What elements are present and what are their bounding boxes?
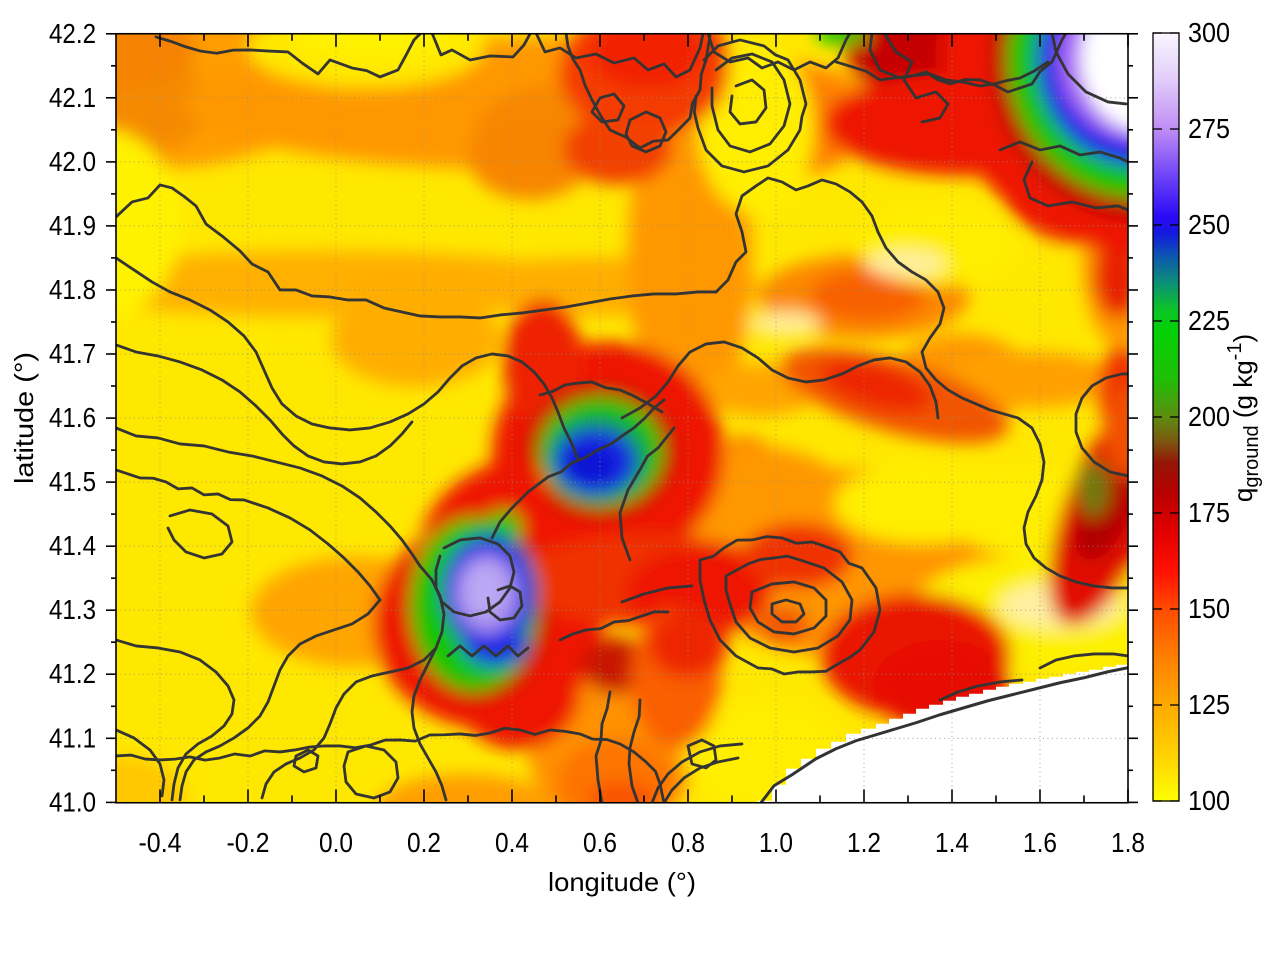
svg-text:-0.2: -0.2 [227, 827, 270, 858]
svg-text:1.0: 1.0 [759, 827, 793, 858]
svg-text:41.3: 41.3 [49, 594, 96, 625]
svg-text:1.6: 1.6 [1023, 827, 1057, 858]
svg-text:0.8: 0.8 [671, 827, 705, 858]
svg-text:275: 275 [1188, 113, 1230, 144]
svg-text:200: 200 [1188, 401, 1230, 432]
svg-text:175: 175 [1188, 497, 1230, 528]
svg-text:1.4: 1.4 [935, 827, 969, 858]
svg-text:41.1: 41.1 [49, 722, 96, 753]
svg-text:300: 300 [1188, 17, 1230, 48]
svg-text:0.0: 0.0 [319, 827, 353, 858]
svg-text:latitude (°): latitude (°) [9, 352, 39, 484]
svg-text:41.7: 41.7 [49, 338, 96, 369]
svg-text:225: 225 [1188, 305, 1230, 336]
svg-text:42.1: 42.1 [49, 82, 96, 113]
svg-text:250: 250 [1188, 209, 1230, 240]
svg-text:41.0: 41.0 [49, 786, 96, 817]
svg-text:41.2: 41.2 [49, 658, 96, 689]
svg-text:qground (g kg-1): qground (g kg-1) [1224, 334, 1263, 502]
svg-text:0.2: 0.2 [407, 827, 441, 858]
svg-text:longitude (°): longitude (°) [548, 867, 696, 897]
svg-text:42.2: 42.2 [49, 18, 96, 49]
svg-text:1.8: 1.8 [1111, 827, 1145, 858]
svg-text:150: 150 [1188, 593, 1230, 624]
svg-text:0.6: 0.6 [583, 827, 617, 858]
svg-text:-0.4: -0.4 [139, 827, 182, 858]
svg-text:41.6: 41.6 [49, 402, 96, 433]
svg-text:41.9: 41.9 [49, 210, 96, 241]
svg-text:100: 100 [1188, 785, 1230, 816]
svg-text:125: 125 [1188, 689, 1230, 720]
svg-text:42.0: 42.0 [49, 146, 96, 177]
svg-text:41.4: 41.4 [49, 530, 96, 561]
svg-text:0.4: 0.4 [495, 827, 529, 858]
svg-text:1.2: 1.2 [847, 827, 881, 858]
svg-text:41.5: 41.5 [49, 466, 96, 497]
svg-text:41.8: 41.8 [49, 274, 96, 305]
